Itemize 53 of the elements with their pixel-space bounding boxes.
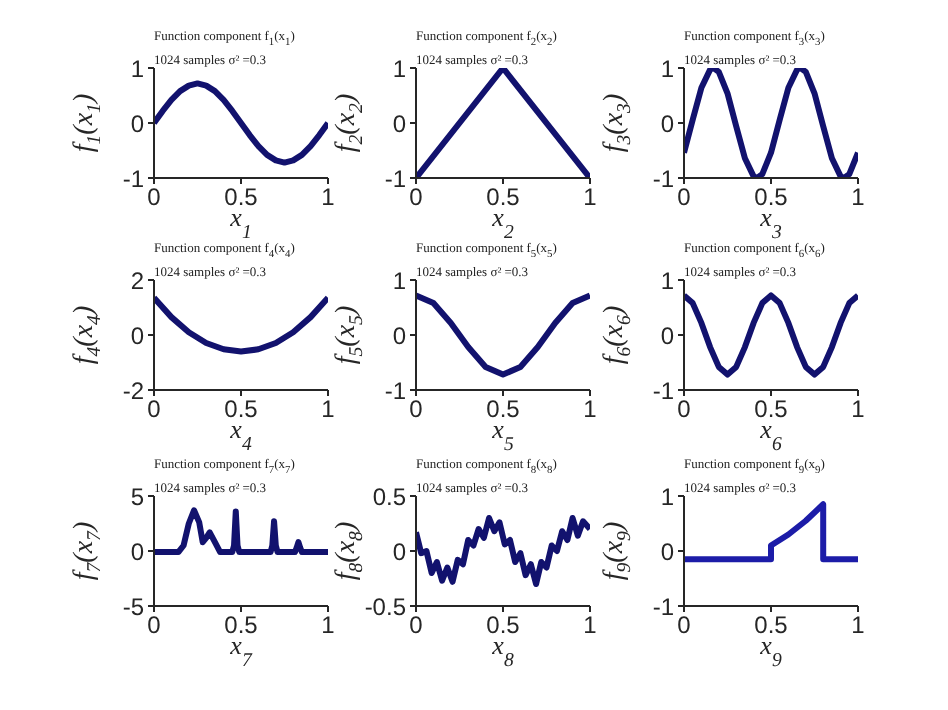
x-tick-label: 1 bbox=[583, 395, 598, 424]
y-tick-label: 0 bbox=[130, 109, 145, 138]
x-tick-label: 1 bbox=[321, 395, 336, 424]
y-tick-label: -1 bbox=[652, 164, 675, 193]
y-tick-label: -1 bbox=[384, 164, 407, 193]
y-tick-label: 1 bbox=[130, 54, 145, 83]
x-tick-label: 0.5 bbox=[224, 183, 259, 212]
y-tick-label: 0 bbox=[130, 321, 145, 350]
x-tick-label: 1 bbox=[583, 611, 598, 640]
x-tick-label: 1 bbox=[583, 183, 598, 212]
x-tick-label: 0.5 bbox=[486, 611, 521, 640]
y-tick-label: 0 bbox=[392, 109, 407, 138]
line-series bbox=[684, 501, 858, 563]
y-tick-label: -5 bbox=[122, 592, 145, 621]
x-tick-label: 0.5 bbox=[754, 183, 789, 212]
y-tick-label: 1 bbox=[392, 266, 407, 295]
line-series bbox=[416, 515, 590, 587]
x-tick-label: 0.5 bbox=[754, 611, 789, 640]
y-tick-label: -1 bbox=[384, 376, 407, 405]
y-tick-label: 1 bbox=[392, 54, 407, 83]
line-series bbox=[416, 292, 590, 378]
y-tick-label: 1 bbox=[660, 482, 675, 511]
line-series bbox=[684, 292, 858, 378]
line-series bbox=[154, 507, 328, 556]
y-tick-label: 0 bbox=[130, 537, 145, 566]
x-tick-label: 1 bbox=[851, 183, 866, 212]
y-tick-label: 0 bbox=[392, 321, 407, 350]
x-tick-label: 0.5 bbox=[224, 395, 259, 424]
y-tick-label: -1 bbox=[652, 376, 675, 405]
y-tick-label: -2 bbox=[122, 376, 145, 405]
x-tick-label: 0.5 bbox=[754, 395, 789, 424]
y-tick-label: 0 bbox=[660, 321, 675, 350]
line-series bbox=[154, 294, 328, 355]
x-tick-label: 1 bbox=[851, 395, 866, 424]
y-tick-label: -1 bbox=[122, 164, 145, 193]
line-series bbox=[154, 80, 328, 166]
x-tick-label: 1 bbox=[321, 611, 336, 640]
y-tick-label: 2 bbox=[130, 266, 145, 295]
x-tick-label: 0.5 bbox=[486, 395, 521, 424]
y-tick-label: -1 bbox=[652, 592, 675, 621]
x-tick-label: 0.5 bbox=[224, 611, 259, 640]
y-tick-label: 0 bbox=[660, 537, 675, 566]
x-tick-label: 1 bbox=[321, 183, 336, 212]
y-tick-label: 1 bbox=[660, 266, 675, 295]
y-tick-label: 0 bbox=[392, 537, 407, 566]
y-tick-label: 0 bbox=[660, 109, 675, 138]
x-tick-label: 0.5 bbox=[486, 183, 521, 212]
y-tick-label: -0.5 bbox=[364, 592, 407, 621]
y-tick-label: 1 bbox=[660, 54, 675, 83]
y-tick-label: 0.5 bbox=[372, 482, 407, 511]
x-tick-label: 1 bbox=[851, 611, 866, 640]
y-tick-label: 5 bbox=[130, 482, 145, 511]
line-series bbox=[684, 68, 858, 178]
